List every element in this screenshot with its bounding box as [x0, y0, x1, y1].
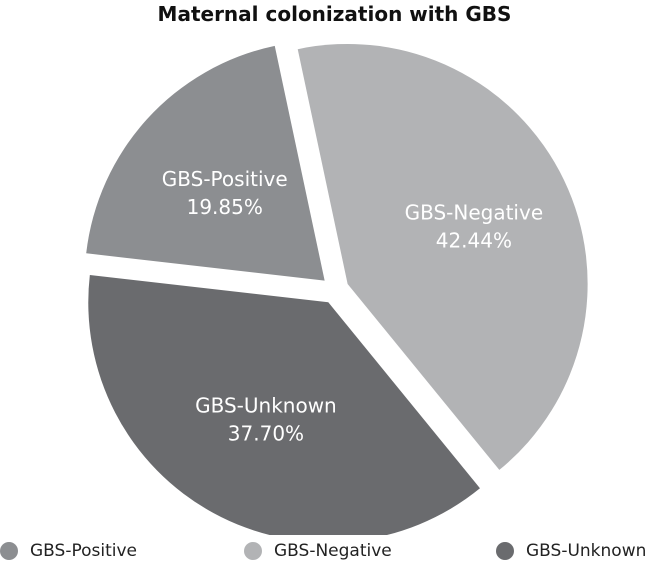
slice-label: GBS-Negative	[405, 200, 544, 224]
legend-label: GBS-Negative	[274, 541, 392, 561]
legend: GBS-Positive GBS-Negative GBS-Unknown	[0, 538, 669, 564]
pie-slice-gbs-unknown	[88, 274, 480, 535]
legend-swatch	[496, 542, 514, 560]
pie-chart: GBS-Negative 42.44% GBS-Unknown 37.70% GBS-P…	[86, 43, 588, 535]
slice-value-label: 37.70%	[228, 421, 304, 445]
legend-label: GBS-Unknown	[526, 541, 647, 561]
slice-value-label: 19.85%	[187, 195, 263, 219]
legend-item-gbs-positive: GBS-Positive	[0, 538, 137, 564]
chart-title: Maternal colonization with GBS	[157, 2, 512, 26]
legend-label: GBS-Positive	[30, 541, 137, 561]
legend-swatch	[244, 542, 262, 560]
slice-label: GBS-Positive	[162, 167, 288, 191]
legend-item-gbs-unknown: GBS-Unknown	[496, 538, 646, 564]
slice-value-label: 42.44%	[436, 228, 512, 252]
legend-swatch	[0, 542, 18, 560]
pie-slice-gbs-positive	[86, 45, 325, 281]
slice-label: GBS-Unknown	[195, 393, 337, 417]
pie-slice-gbs-negative	[297, 43, 588, 470]
legend-item-gbs-negative: GBS-Negative	[244, 538, 392, 564]
